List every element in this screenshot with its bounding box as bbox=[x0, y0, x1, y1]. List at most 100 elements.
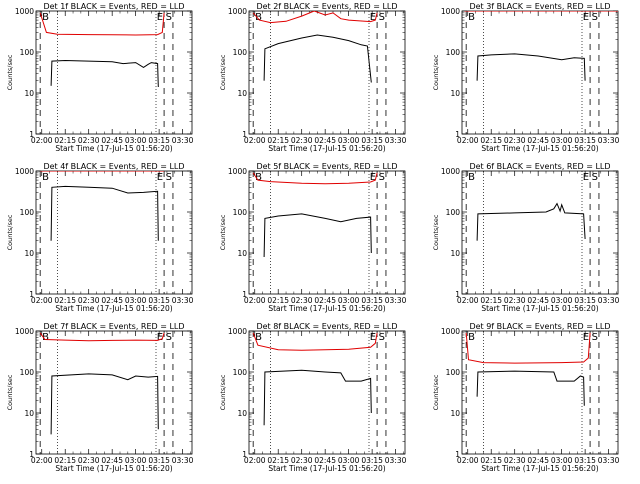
y-tick-label: 1 bbox=[29, 450, 34, 459]
y-tick-label: 1000 bbox=[441, 7, 460, 16]
y-tick-label: 10 bbox=[450, 409, 460, 418]
panel-det-9f: Det 9f BLACK = Events, RED = LLD 1 10 100 10… bbox=[432, 322, 620, 473]
x-tick-label: 03:15 bbox=[148, 136, 170, 145]
y-tick-label: 1 bbox=[455, 130, 460, 139]
series-events-line bbox=[476, 202, 586, 241]
marker-label-s: S bbox=[166, 332, 172, 343]
plot-frame bbox=[35, 10, 193, 135]
y-tick-label: 1 bbox=[455, 450, 460, 459]
y-axis-label: Counts/sec bbox=[219, 54, 227, 90]
series-lld-line bbox=[465, 332, 591, 364]
x-tick-label: 02:30 bbox=[291, 456, 313, 465]
x-tick-label: 02:00 bbox=[244, 136, 266, 145]
x-tick-label: 02:15 bbox=[480, 296, 502, 305]
y-tick-label: 1000 bbox=[228, 7, 247, 16]
panel-det-1f: Det 1f BLACK = Events, RED = LLD 1 10 100 10… bbox=[6, 2, 194, 153]
plot-frame bbox=[461, 170, 619, 295]
x-axis-label: Start Time (17-Jul-15 01:56:20) bbox=[481, 304, 598, 313]
x-tick-label: 03:30 bbox=[598, 456, 620, 465]
x-axis-label: Start Time (17-Jul-15 01:56:20) bbox=[268, 304, 385, 313]
x-tick-label: 02:30 bbox=[291, 136, 313, 145]
x-tick-label: 03:15 bbox=[361, 456, 383, 465]
y-tick-label: 10 bbox=[24, 89, 34, 98]
marker-label-b: B bbox=[255, 12, 262, 23]
x-tick-label: 02:15 bbox=[267, 296, 289, 305]
marker-label-b: B bbox=[42, 12, 49, 23]
panel-det-6f: Det 6f BLACK = Events, RED = LLD 1 10 100 10… bbox=[432, 162, 620, 313]
x-tick-label: 03:00 bbox=[551, 456, 573, 465]
x-tick-label: 03:30 bbox=[385, 296, 407, 305]
x-tick-label: 03:00 bbox=[338, 456, 360, 465]
y-tick-label: 100 bbox=[20, 208, 35, 217]
plot-frame bbox=[35, 330, 193, 455]
x-tick-label: 03:15 bbox=[148, 456, 170, 465]
marker-label-b: B bbox=[468, 12, 475, 23]
y-tick-label: 100 bbox=[20, 368, 35, 377]
x-tick-label: 02:45 bbox=[527, 456, 549, 465]
x-tick-label: 02:15 bbox=[54, 296, 76, 305]
panel-det-2f: Det 2f BLACK = Events, RED = LLD 1 10 100 10… bbox=[219, 2, 407, 153]
plot-frame bbox=[248, 330, 406, 455]
panel-title: Det 6f BLACK = Events, RED = LLD bbox=[469, 162, 610, 171]
panel-det-8f: Det 8f BLACK = Events, RED = LLD 1 10 100 10… bbox=[219, 322, 407, 473]
marker-label-e: E bbox=[370, 172, 376, 183]
x-tick-label: 03:00 bbox=[125, 456, 147, 465]
series-events-line bbox=[263, 213, 372, 258]
series-events-line bbox=[476, 53, 586, 81]
x-axis-label: Start Time (17-Jul-15 01:56:20) bbox=[481, 144, 598, 153]
marker-label-e: E bbox=[583, 332, 589, 343]
marker-label-e: E bbox=[370, 332, 376, 343]
plot-frame bbox=[248, 10, 406, 135]
marker-label-s: S bbox=[592, 12, 598, 23]
marker-label-e: E bbox=[157, 172, 163, 183]
y-tick-label: 1000 bbox=[228, 167, 247, 176]
panel-title: Det 5f BLACK = Events, RED = LLD bbox=[256, 162, 397, 171]
marker-label-s: S bbox=[379, 332, 385, 343]
panel-det-4f: Det 4f BLACK = Events, RED = LLD 1 10 100 10… bbox=[6, 162, 194, 313]
marker-label-s: S bbox=[166, 172, 172, 183]
y-tick-label: 1000 bbox=[15, 327, 34, 336]
marker-label-b: B bbox=[42, 332, 49, 343]
x-tick-label: 03:00 bbox=[551, 136, 573, 145]
marker-label-s: S bbox=[379, 12, 385, 23]
x-tick-label: 02:45 bbox=[314, 136, 336, 145]
y-tick-label: 10 bbox=[450, 89, 460, 98]
marker-label-s: S bbox=[379, 172, 385, 183]
marker-label-s: S bbox=[592, 332, 598, 343]
series-events-line bbox=[476, 370, 585, 406]
x-tick-label: 03:00 bbox=[551, 296, 573, 305]
y-tick-label: 100 bbox=[233, 368, 248, 377]
y-tick-label: 100 bbox=[20, 48, 35, 57]
plot-frame bbox=[461, 10, 619, 135]
panel-title: Det 3f BLACK = Events, RED = LLD bbox=[469, 2, 610, 11]
panel-title: Det 8f BLACK = Events, RED = LLD bbox=[256, 322, 397, 331]
x-tick-label: 02:15 bbox=[267, 136, 289, 145]
x-tick-label: 02:15 bbox=[54, 136, 76, 145]
marker-label-b: B bbox=[468, 332, 475, 343]
x-tick-label: 03:30 bbox=[598, 136, 620, 145]
y-tick-label: 1 bbox=[29, 130, 34, 139]
y-tick-label: 1 bbox=[242, 450, 247, 459]
y-tick-label: 100 bbox=[446, 48, 461, 57]
x-tick-label: 03:15 bbox=[361, 136, 383, 145]
y-axis-label: Counts/sec bbox=[432, 214, 440, 250]
series-lld-line bbox=[252, 332, 378, 351]
marker-label-e: E bbox=[370, 12, 376, 23]
x-tick-label: 02:45 bbox=[101, 456, 123, 465]
x-tick-label: 03:00 bbox=[125, 136, 147, 145]
y-tick-label: 100 bbox=[446, 368, 461, 377]
y-tick-label: 1000 bbox=[441, 167, 460, 176]
x-tick-label: 02:45 bbox=[527, 136, 549, 145]
panel-det-5f: Det 5f BLACK = Events, RED = LLD 1 10 100 10… bbox=[219, 162, 407, 313]
marker-label-e: E bbox=[157, 332, 163, 343]
x-tick-label: 03:15 bbox=[148, 296, 170, 305]
panel-det-3f: Det 3f BLACK = Events, RED = LLD 1 10 100 10… bbox=[432, 2, 620, 153]
x-axis-label: Start Time (17-Jul-15 01:56:20) bbox=[481, 464, 598, 473]
x-tick-label: 02:45 bbox=[314, 456, 336, 465]
x-tick-label: 02:15 bbox=[54, 456, 76, 465]
x-tick-label: 02:15 bbox=[480, 136, 502, 145]
panel-title: Det 7f BLACK = Events, RED = LLD bbox=[43, 322, 184, 331]
x-tick-label: 02:00 bbox=[457, 296, 479, 305]
y-axis-label: Counts/sec bbox=[219, 374, 227, 410]
